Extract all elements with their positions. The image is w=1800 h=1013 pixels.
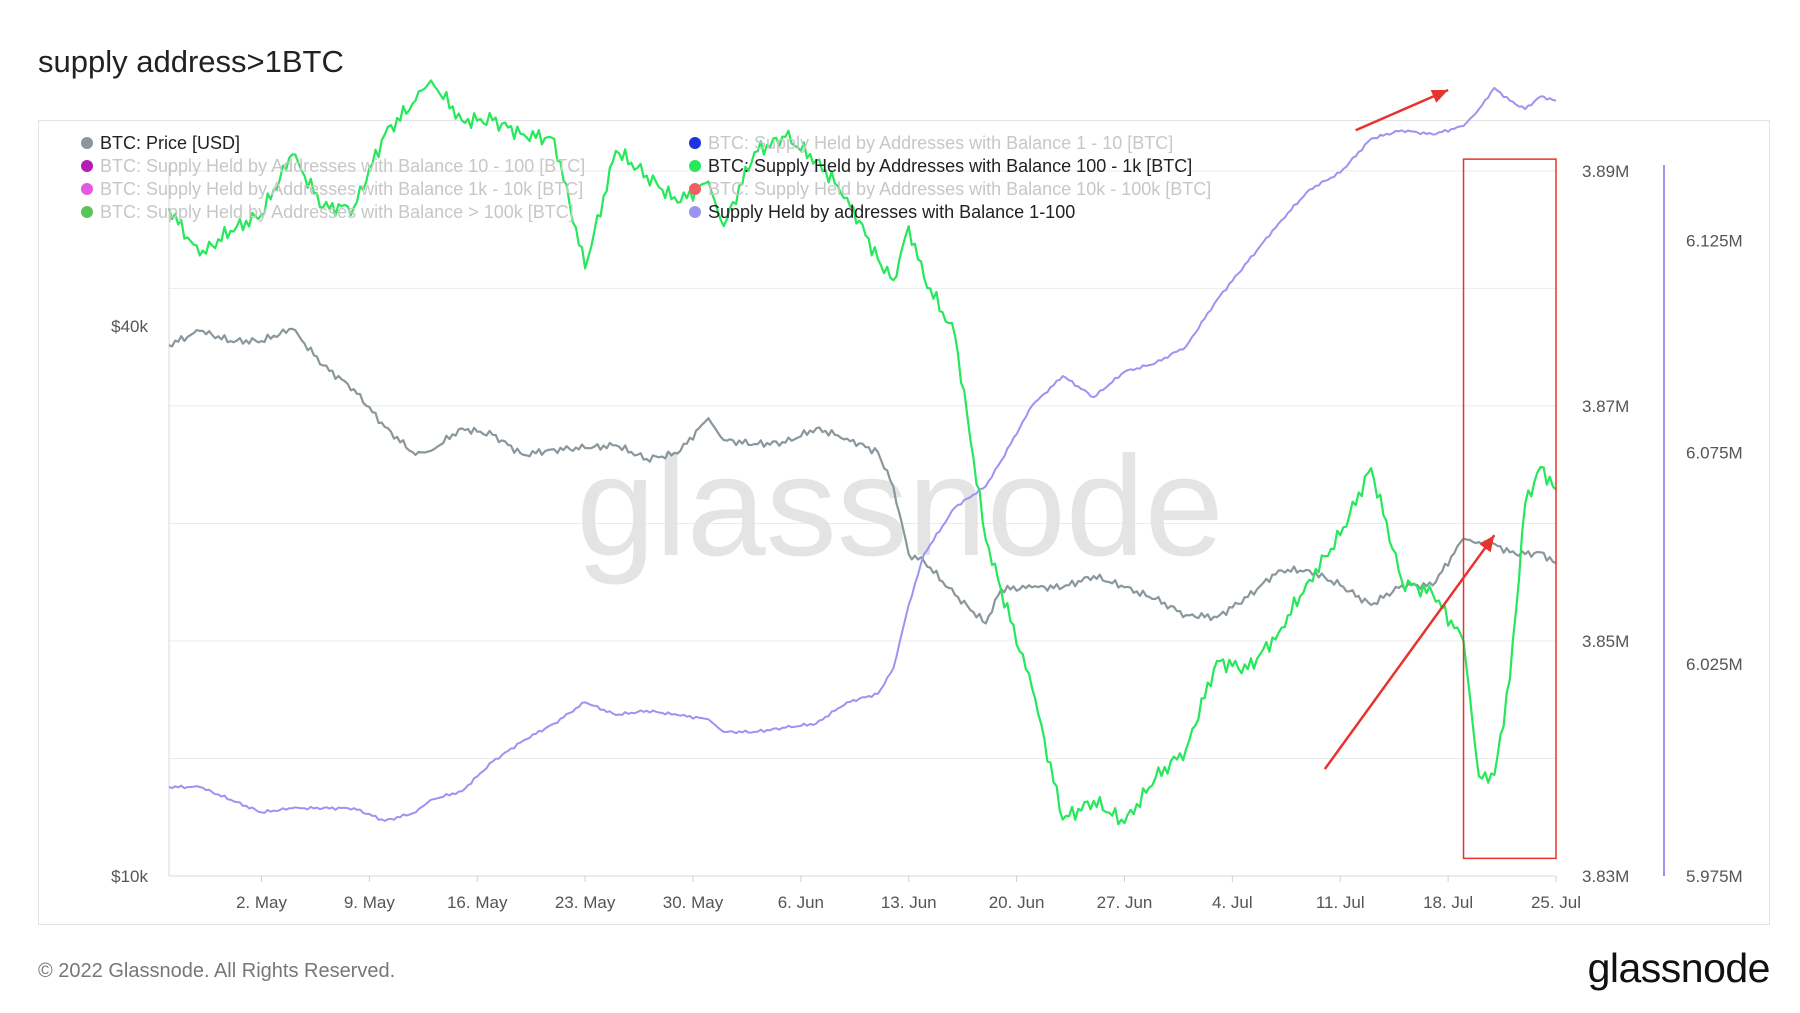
legend-item-label: BTC: Price [USD] [100,133,240,153]
legend-swatch [81,160,93,172]
legend-swatch [81,137,93,149]
legend-item-label: Supply Held by addresses with Balance 1-… [708,202,1075,222]
x-tick-label: 16. May [447,893,508,912]
supply-1-100-tick-label: 6.125M [1686,231,1743,250]
legend-swatch [689,137,701,149]
legend-swatch [81,206,93,218]
x-tick-label: 9. May [344,893,396,912]
chart-frame [38,120,1770,925]
supply-100-1k-tick-label: 3.87M [1582,397,1629,416]
series-layer [167,79,1557,826]
chart-svg: glassnode $40k $10k 3.89M 3.87M 3.85M 3.83M 6.… [81,79,1743,912]
x-tick-label: 4. Jul [1212,893,1253,912]
legend-swatch [81,183,93,195]
legend-item-label: BTC: Supply Held by Addresses with Balan… [708,156,1192,176]
legend-item-label: BTC: Supply Held by Addresses with Balan… [708,179,1211,199]
legend-swatch [689,206,701,218]
legend-swatch [689,160,701,172]
series-line-supply_100_1k [167,79,1557,826]
series-line-price [168,327,1557,625]
x-tick-label: 25. Jul [1531,893,1581,912]
legend-item-label: BTC: Supply Held by Addresses with Balan… [100,156,585,176]
highlight-box [1462,158,1557,860]
legend: BTC: Price [USD] BTC: Supply Held by Addr… [81,133,1211,222]
arrow-head [1430,89,1449,103]
copyright-text: © 2022 Glassnode. All Rights Reserved. [38,960,396,982]
series-line-supply_1_100 [168,86,1557,822]
x-tick-label: 6. Jun [778,893,824,912]
arrow-shaft [1355,88,1449,132]
legend-item-label: BTC: Supply Held by Addresses with Balan… [100,202,574,222]
legend-item-label: BTC: Supply Held by Addresses with Balan… [100,179,583,199]
glassnode-logo[interactable]: glassnode [1587,945,1771,991]
price-tick-label: $40k [111,317,148,336]
legend-item-label: BTC: Supply Held by Addresses with Balan… [708,133,1173,153]
x-tick-label: 2. May [236,893,288,912]
arrow-shaft [1323,534,1496,770]
x-tick-label: 11. Jul [1316,893,1365,912]
supply-1-100-tick-label: 5.975M [1686,867,1743,886]
watermark: glassnode [576,427,1223,586]
page-title: supply address>1BTC [38,44,344,79]
x-tick-label: 18. Jul [1423,893,1473,912]
x-tick-label: 30. May [663,893,724,912]
arrow-head [1479,535,1495,553]
supply-100-1k-tick-label: 3.83M [1582,867,1629,886]
supply-1-100-tick-label: 6.025M [1686,655,1743,674]
x-tick-label: 20. Jun [989,893,1045,912]
annotation-layer [1323,88,1557,860]
axis-labels: $40k $10k 3.89M 3.87M 3.85M 3.83M 6.125M 6.075M… [111,162,1743,912]
x-tick-label: 13. Jun [881,893,937,912]
price-tick-label: $10k [111,867,148,886]
supply-100-1k-tick-label: 3.85M [1582,632,1629,651]
legend-swatch [689,183,701,195]
supply-1-100-tick-label: 6.075M [1686,443,1743,462]
x-tick-label: 27. Jun [1097,893,1153,912]
x-tick-label: 23. May [555,893,616,912]
supply-100-1k-tick-label: 3.89M [1582,162,1629,181]
